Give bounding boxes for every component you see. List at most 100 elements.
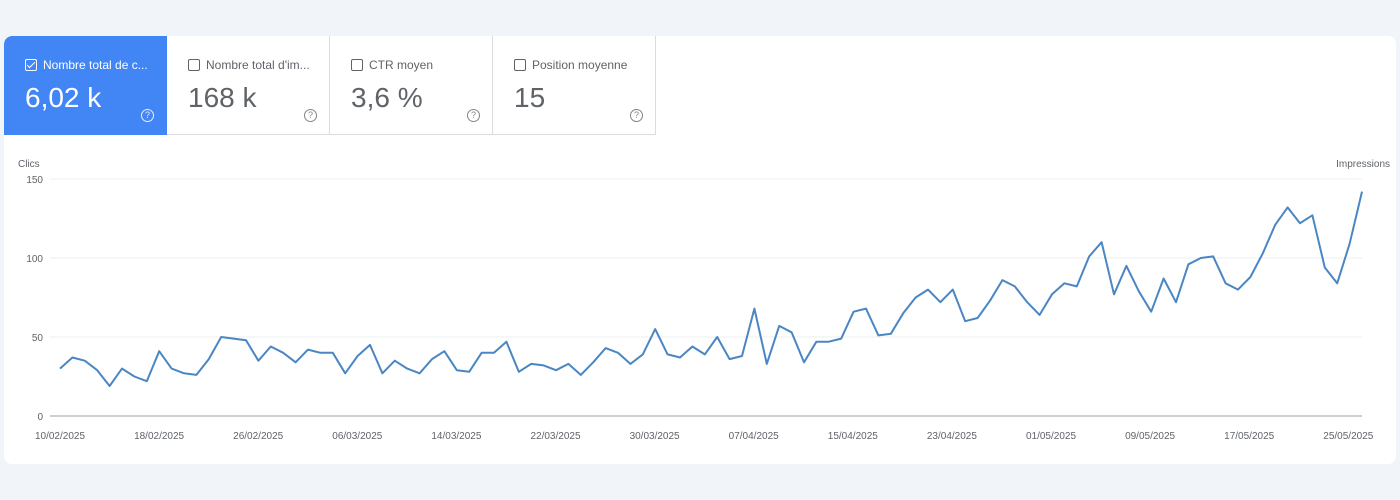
data-point[interactable] xyxy=(330,350,336,356)
data-point[interactable] xyxy=(999,277,1005,283)
data-point[interactable] xyxy=(764,361,770,367)
data-point[interactable] xyxy=(404,366,410,372)
data-point[interactable] xyxy=(367,342,373,348)
checkbox-icon[interactable] xyxy=(351,59,363,71)
data-point[interactable] xyxy=(107,383,113,389)
data-point[interactable] xyxy=(1012,283,1018,289)
help-icon[interactable]: ? xyxy=(141,109,154,122)
data-point[interactable] xyxy=(1297,220,1303,226)
data-point[interactable] xyxy=(1061,280,1067,286)
data-point[interactable] xyxy=(1359,189,1365,195)
checkbox-icon[interactable] xyxy=(188,59,200,71)
data-point[interactable] xyxy=(255,358,261,364)
data-point[interactable] xyxy=(553,367,559,373)
data-point[interactable] xyxy=(590,359,596,365)
data-point[interactable] xyxy=(813,339,819,345)
data-point[interactable] xyxy=(826,339,832,345)
help-icon[interactable]: ? xyxy=(304,109,317,122)
data-point[interactable] xyxy=(231,336,237,342)
data-point[interactable] xyxy=(900,310,906,316)
data-point[interactable] xyxy=(516,369,522,375)
data-point[interactable] xyxy=(454,367,460,373)
data-point[interactable] xyxy=(429,356,435,362)
data-point[interactable] xyxy=(801,359,807,365)
data-point[interactable] xyxy=(119,366,125,372)
data-point[interactable] xyxy=(379,370,385,376)
checkbox-icon[interactable] xyxy=(514,59,526,71)
data-point[interactable] xyxy=(206,356,212,362)
data-point[interactable] xyxy=(565,361,571,367)
data-point[interactable] xyxy=(1322,264,1328,270)
data-point[interactable] xyxy=(789,329,795,335)
data-point[interactable] xyxy=(218,334,224,340)
data-point[interactable] xyxy=(913,295,919,301)
data-point[interactable] xyxy=(169,366,175,372)
data-point[interactable] xyxy=(950,287,956,293)
data-point[interactable] xyxy=(1347,241,1353,247)
metric-tile-total-clicks[interactable]: Nombre total de c... 6,02 k ? xyxy=(4,36,167,135)
data-point[interactable] xyxy=(603,345,609,351)
data-point[interactable] xyxy=(1285,204,1291,210)
data-point[interactable] xyxy=(1185,261,1191,267)
data-point[interactable] xyxy=(94,367,100,373)
data-point[interactable] xyxy=(987,298,993,304)
data-point[interactable] xyxy=(888,331,894,337)
data-point[interactable] xyxy=(652,326,658,332)
data-point[interactable] xyxy=(541,362,547,368)
data-point[interactable] xyxy=(317,350,323,356)
data-point[interactable] xyxy=(1037,312,1043,318)
data-point[interactable] xyxy=(1334,280,1340,286)
data-point[interactable] xyxy=(1024,299,1030,305)
data-point[interactable] xyxy=(528,361,534,367)
data-point[interactable] xyxy=(144,378,150,384)
data-point[interactable] xyxy=(1099,239,1105,245)
data-point[interactable] xyxy=(838,336,844,342)
data-point[interactable] xyxy=(293,359,299,365)
data-point[interactable] xyxy=(851,309,857,315)
data-point[interactable] xyxy=(417,370,423,376)
data-point[interactable] xyxy=(280,350,286,356)
data-point[interactable] xyxy=(640,351,646,357)
metric-tile-average-ctr[interactable]: CTR moyen 3,6 % ? xyxy=(330,36,493,135)
data-point[interactable] xyxy=(243,337,249,343)
data-point[interactable] xyxy=(193,372,199,378)
data-point[interactable] xyxy=(69,355,75,361)
data-point[interactable] xyxy=(615,350,621,356)
data-point[interactable] xyxy=(689,343,695,349)
data-point[interactable] xyxy=(962,318,968,324)
data-point[interactable] xyxy=(441,348,447,354)
data-point[interactable] xyxy=(82,358,88,364)
data-point[interactable] xyxy=(975,315,981,321)
data-point[interactable] xyxy=(578,372,584,378)
data-point[interactable] xyxy=(1272,222,1278,228)
data-point[interactable] xyxy=(1309,212,1315,218)
data-point[interactable] xyxy=(665,351,671,357)
data-point[interactable] xyxy=(937,299,943,305)
data-point[interactable] xyxy=(479,350,485,356)
data-point[interactable] xyxy=(1235,287,1241,293)
data-point[interactable] xyxy=(1111,291,1117,297)
data-point[interactable] xyxy=(863,306,869,312)
metric-tile-average-position[interactable]: Position moyenne 15 ? xyxy=(493,36,656,135)
data-point[interactable] xyxy=(875,332,881,338)
data-point[interactable] xyxy=(392,358,398,364)
data-point[interactable] xyxy=(1086,253,1092,259)
help-icon[interactable]: ? xyxy=(630,109,643,122)
help-icon[interactable]: ? xyxy=(467,109,480,122)
data-point[interactable] xyxy=(1173,299,1179,305)
data-point[interactable] xyxy=(181,370,187,376)
data-point[interactable] xyxy=(727,356,733,362)
data-point[interactable] xyxy=(355,353,361,359)
data-point[interactable] xyxy=(131,374,137,380)
data-point[interactable] xyxy=(491,350,497,356)
data-point[interactable] xyxy=(1136,288,1142,294)
data-point[interactable] xyxy=(1223,280,1229,286)
data-point[interactable] xyxy=(1123,263,1129,269)
checkbox-checked-icon[interactable] xyxy=(25,59,37,71)
data-point[interactable] xyxy=(776,323,782,329)
data-point[interactable] xyxy=(1161,276,1167,282)
data-point[interactable] xyxy=(1210,253,1216,259)
data-point[interactable] xyxy=(57,366,63,372)
metric-tile-total-impressions[interactable]: Nombre total d'im... 168 k ? xyxy=(167,36,330,135)
data-point[interactable] xyxy=(1260,250,1266,256)
